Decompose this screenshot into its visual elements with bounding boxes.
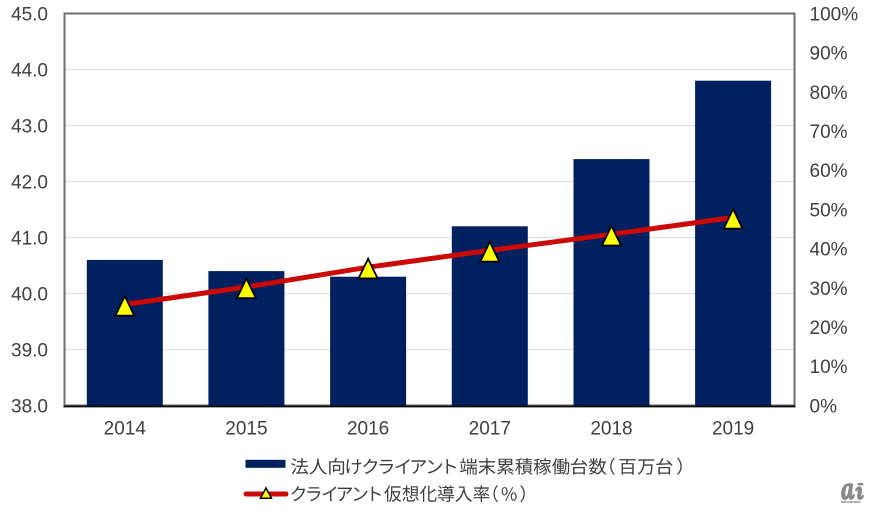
svg-text:44.0: 44.0 xyxy=(11,60,48,81)
svg-text:39.0: 39.0 xyxy=(11,340,48,361)
svg-text:100%: 100% xyxy=(810,4,859,25)
svg-text:70%: 70% xyxy=(810,122,848,143)
svg-text:40%: 40% xyxy=(810,240,848,261)
svg-text:10%: 10% xyxy=(810,357,848,378)
svg-text:60%: 60% xyxy=(810,161,848,182)
svg-text:80%: 80% xyxy=(810,83,848,104)
svg-text:50%: 50% xyxy=(810,200,848,221)
svg-text:2017: 2017 xyxy=(469,419,511,440)
svg-text:20%: 20% xyxy=(810,318,848,339)
svg-text:41.0: 41.0 xyxy=(11,228,48,249)
svg-text:2019: 2019 xyxy=(712,419,754,440)
svg-text:2016: 2016 xyxy=(347,419,389,440)
svg-text:0%: 0% xyxy=(810,396,838,417)
svg-text:45.0: 45.0 xyxy=(11,4,48,25)
svg-text:30%: 30% xyxy=(810,279,848,300)
svg-text:42.0: 42.0 xyxy=(11,172,48,193)
svg-text:40.0: 40.0 xyxy=(11,284,48,305)
svg-text:asahi interactive: asahi interactive xyxy=(841,500,861,504)
svg-text:2014: 2014 xyxy=(104,419,147,440)
svg-text:2018: 2018 xyxy=(590,419,632,440)
svg-text:90%: 90% xyxy=(810,44,848,65)
svg-text:38.0: 38.0 xyxy=(11,396,48,417)
svg-text:43.0: 43.0 xyxy=(11,116,48,137)
svg-text:2015: 2015 xyxy=(225,419,267,440)
